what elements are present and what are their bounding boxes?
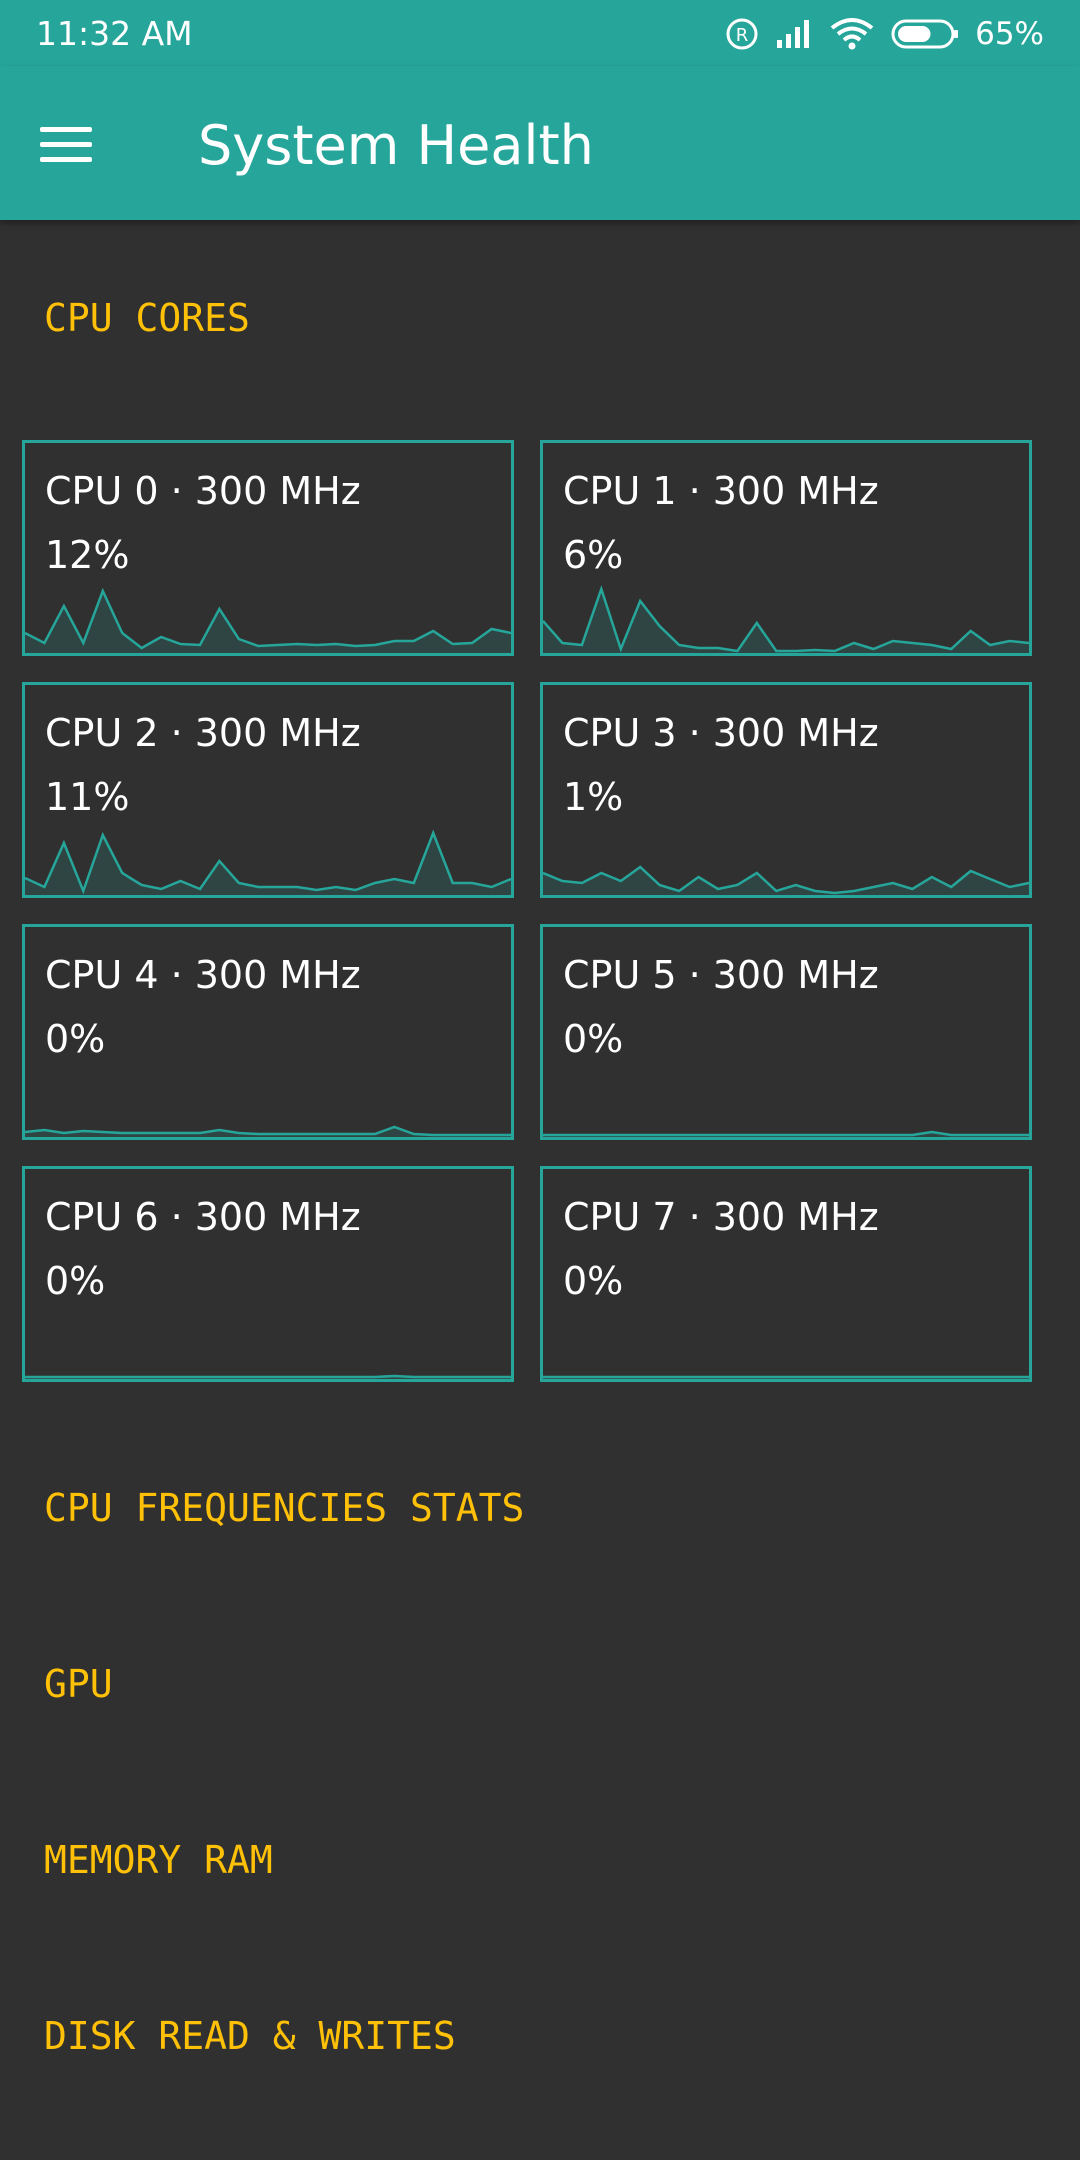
section-disk-read-writes[interactable]: DISK READ & WRITES	[44, 2014, 456, 2058]
cpu-core-card[interactable]: CPU 5 · 300 MHz 0%	[540, 924, 1032, 1140]
cpu-core-label: CPU 4 · 300 MHz	[45, 953, 361, 997]
cpu-core-card[interactable]: CPU 2 · 300 MHz 11%	[22, 682, 514, 898]
sparkline-line	[25, 1125, 511, 1137]
app-bar: System Health	[0, 66, 1080, 220]
svg-text:R: R	[736, 25, 749, 46]
sparkline-area	[25, 833, 511, 895]
signal-icon	[777, 20, 810, 48]
cpu-core-usage: 0%	[563, 1259, 624, 1303]
battery-percent: 65%	[975, 16, 1044, 52]
sparkline-area	[25, 591, 511, 653]
sparkline-area	[543, 867, 1029, 895]
cpu-usage-sparkline	[543, 585, 1029, 653]
registered-icon: R	[726, 18, 758, 50]
cpu-core-usage: 11%	[45, 775, 130, 819]
cpu-core-label: CPU 5 · 300 MHz	[563, 953, 879, 997]
cpu-usage-sparkline	[25, 1125, 511, 1137]
cpu-usage-sparkline	[543, 1130, 1029, 1137]
status-bar: 11:32 AM R 65%	[0, 0, 1080, 66]
section-cpu-frequencies-stats[interactable]: CPU FREQUENCIES STATS	[44, 1486, 525, 1530]
cpu-usage-sparkline	[25, 829, 511, 895]
cpu-core-usage: 1%	[563, 775, 624, 819]
cpu-core-label: CPU 1 · 300 MHz	[563, 469, 879, 513]
sparkline-line	[543, 865, 1029, 895]
cpu-core-card[interactable]: CPU 0 · 300 MHz 12%	[22, 440, 514, 656]
sparkline-line	[25, 1374, 511, 1379]
sparkline-line	[543, 1130, 1029, 1137]
hamburger-menu-icon[interactable]	[40, 116, 112, 172]
cpu-core-label: CPU 0 · 300 MHz	[45, 469, 361, 513]
cpu-core-card[interactable]: CPU 7 · 300 MHz 0%	[540, 1166, 1032, 1382]
cpu-core-usage: 6%	[563, 533, 624, 577]
cpu-core-card[interactable]: CPU 3 · 300 MHz 1%	[540, 682, 1032, 898]
sparkline-line	[25, 829, 511, 895]
cpu-usage-sparkline	[543, 865, 1029, 895]
page-title: System Health	[198, 114, 594, 177]
section-cpu-cores: CPU CORES	[44, 296, 250, 340]
cpu-core-card[interactable]: CPU 6 · 300 MHz 0%	[22, 1166, 514, 1382]
cpu-core-label: CPU 3 · 300 MHz	[563, 711, 879, 755]
cpu-core-card[interactable]: CPU 1 · 300 MHz 6%	[540, 440, 1032, 656]
cpu-core-label: CPU 6 · 300 MHz	[45, 1195, 361, 1239]
status-time: 11:32 AM	[36, 14, 193, 53]
cpu-core-usage: 0%	[563, 1017, 624, 1061]
section-memory-ram[interactable]: MEMORY RAM	[44, 1838, 273, 1882]
sparkline-line	[543, 585, 1029, 653]
cpu-core-label: CPU 7 · 300 MHz	[563, 1195, 879, 1239]
sparkline-area	[543, 589, 1029, 653]
cpu-core-usage: 12%	[45, 533, 130, 577]
battery-icon	[891, 19, 959, 49]
wifi-icon	[830, 18, 874, 50]
section-gpu[interactable]: GPU	[44, 1662, 113, 1706]
cpu-core-usage: 0%	[45, 1017, 106, 1061]
sparkline-line	[25, 587, 511, 650]
cpu-core-usage: 0%	[45, 1259, 106, 1303]
cpu-core-card[interactable]: CPU 4 · 300 MHz 0%	[22, 924, 514, 1140]
status-icons: R 65%	[725, 14, 1044, 54]
cpu-usage-sparkline	[25, 1374, 511, 1379]
cpu-usage-sparkline	[25, 587, 511, 653]
cpu-usage-sparkline	[543, 1375, 1029, 1379]
cpu-core-label: CPU 2 · 300 MHz	[45, 711, 361, 755]
